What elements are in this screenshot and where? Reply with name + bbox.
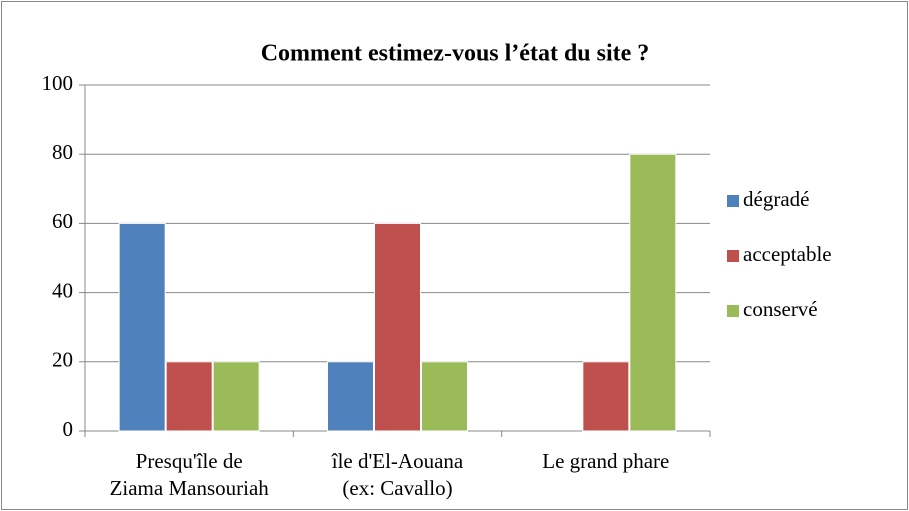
x-tick-label: Le grand phare <box>542 449 669 473</box>
bar <box>421 361 468 432</box>
y-tick-label: 40 <box>52 278 73 302</box>
legend-label: acceptable <box>743 242 832 266</box>
chart-title: Comment estimez-vous l’état du site ? <box>261 41 650 67</box>
bar <box>327 361 374 432</box>
legend-swatch <box>727 250 739 262</box>
y-tick-label: 80 <box>52 140 73 164</box>
legend-label: conservé <box>743 297 818 321</box>
legend-swatch <box>727 305 739 317</box>
x-tick-label: Presqu'île de <box>136 449 243 473</box>
bar <box>374 222 421 432</box>
y-tick-label: 100 <box>42 71 74 95</box>
x-tick-label: île d'El-Aouana <box>331 449 464 473</box>
bar <box>582 361 630 432</box>
legend-label: dégradé <box>743 187 809 211</box>
y-tick-label: 0 <box>63 417 74 441</box>
bar <box>212 361 260 432</box>
x-tick-label: (ex: Cavallo) <box>342 476 452 500</box>
legend-swatch <box>727 195 739 207</box>
x-tick-label: Ziama Mansouriah <box>110 476 270 500</box>
bar <box>118 222 166 432</box>
bar <box>629 153 677 432</box>
bar <box>165 361 213 432</box>
y-tick-label: 60 <box>52 209 73 233</box>
y-tick-label: 20 <box>52 348 73 372</box>
